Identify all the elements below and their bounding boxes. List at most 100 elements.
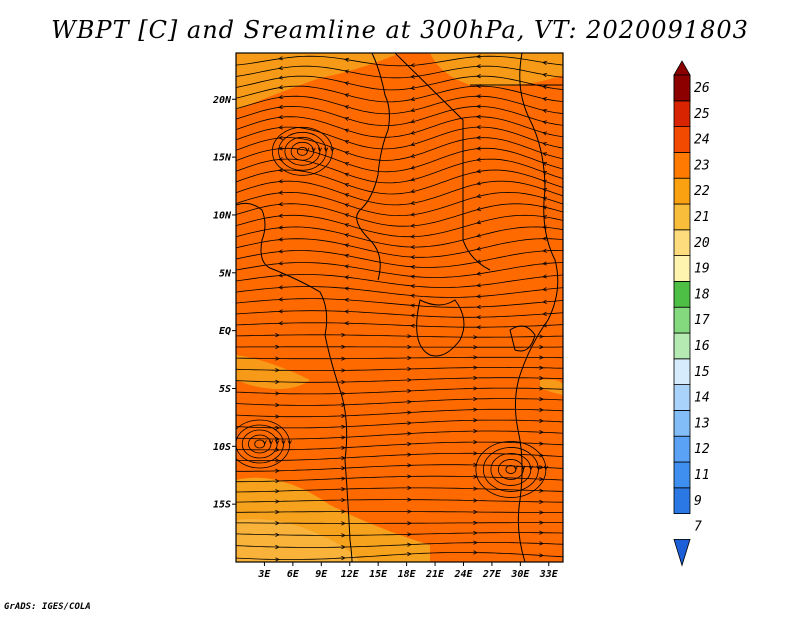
colorbar-label: 14 [694, 391, 710, 406]
streamline-arrow [542, 287, 547, 292]
streamline-arrow [476, 233, 482, 238]
streamline [236, 367, 563, 371]
streamline-arrow [341, 466, 346, 471]
streamline-arrow [473, 365, 478, 370]
streamline-arrow [473, 520, 478, 525]
streamline-arrow [539, 520, 544, 525]
streamline-arrow [542, 236, 547, 241]
streamline [236, 169, 563, 195]
colorbar-swatch [673, 203, 691, 231]
streamline-arrow [278, 94, 283, 100]
streamline-arrow [344, 151, 350, 156]
colorbar-label: 26 [694, 81, 710, 96]
streamline-arrow [476, 146, 481, 151]
streamline-arrow [542, 120, 547, 125]
streamline-arrow [539, 510, 544, 515]
streamline-arrow [539, 476, 544, 482]
streamline-arrow [539, 553, 544, 558]
streamline-arrow [476, 74, 481, 79]
streamline-arrow [407, 442, 412, 447]
streamline-arrow [542, 215, 547, 220]
streamline-arrow [305, 147, 310, 153]
streamline-arrow [476, 294, 481, 299]
streamline [236, 310, 563, 318]
y-tick-label: 10N [213, 210, 232, 221]
streamline [236, 511, 563, 513]
colorbar-label: 23 [694, 158, 710, 173]
streamline [236, 522, 563, 524]
streamline-arrow [539, 345, 544, 350]
streamline-arrow [407, 355, 412, 361]
colorbar-swatch [673, 100, 691, 128]
streamline-arrow [278, 135, 283, 140]
streamline-arrow [476, 206, 482, 211]
streamline-arrow [407, 463, 412, 468]
streamline-arrow [344, 223, 350, 228]
streamline-arrow [476, 193, 481, 198]
streamline-arrow [410, 223, 415, 228]
streamline-arrow [278, 168, 283, 173]
streamline [236, 105, 563, 127]
streamline-arrow [281, 440, 286, 445]
colorbar-label: 15 [694, 365, 710, 380]
streamline-arrow [476, 220, 482, 225]
warm-band-west [236, 355, 310, 389]
colorbar-label: 21 [694, 210, 710, 225]
streamline-arrow [542, 196, 548, 201]
streamline [236, 85, 563, 103]
streamline-arrow [542, 108, 547, 113]
streamline-arrow [407, 410, 412, 415]
streamline-arrow [410, 74, 415, 79]
streamline-arrow [539, 541, 544, 546]
streamline-arrow [344, 243, 349, 248]
streamline [236, 238, 563, 258]
colorbar-label: 18 [694, 287, 710, 302]
streamline-arrow [407, 366, 412, 372]
streamline-arrow [278, 321, 283, 326]
colorbar-label: 11 [694, 468, 710, 483]
streamline-arrow [317, 147, 322, 153]
streamline-arrow [275, 499, 280, 504]
streamline-arrow [539, 418, 544, 423]
streamline-arrow [278, 125, 283, 130]
streamline-arrow [278, 285, 283, 290]
streamline-arrow [407, 485, 412, 490]
streamline-arrow [344, 321, 349, 326]
y-tick-label: 5N [219, 268, 232, 279]
streamline-arrow [275, 368, 280, 373]
streamline-arrow [410, 96, 415, 102]
streamline-arrow [407, 399, 412, 404]
colorbar-swatch [673, 332, 691, 360]
x-tick-label: 30E [510, 569, 530, 580]
streamline-arrow [476, 259, 481, 264]
streamline-arrow [473, 451, 478, 456]
streamline [236, 75, 563, 91]
x-tick-label: 27E [482, 569, 502, 580]
grads-credit: GrADS: IGES/COLA [4, 602, 91, 612]
y-tick-label: 5S [219, 384, 231, 395]
streamline-arrow [275, 425, 280, 430]
x-tick-label: 9E [315, 569, 328, 580]
streamline [236, 55, 563, 67]
streamline-arrow [513, 465, 518, 471]
colorbar-swatch [673, 255, 691, 282]
streamline-arrow [344, 116, 350, 122]
colorbar-swatch [673, 152, 691, 179]
streamline-arrow [344, 105, 350, 110]
streamline-arrow [473, 345, 478, 350]
streamline-arrow [341, 368, 346, 373]
streamline-arrow [542, 311, 547, 316]
streamline-arrow [275, 391, 280, 396]
streamline-arrow [278, 249, 283, 254]
streamline-arrow [539, 334, 544, 339]
x-tick-label: 3E [257, 569, 271, 580]
streamline-arrow [539, 441, 544, 446]
streamline-arrow [542, 274, 547, 279]
streamline-arrow [473, 407, 478, 412]
streamline-arrow [410, 323, 415, 328]
streamline-arrow [543, 465, 548, 471]
colorbar-label: 24 [694, 133, 710, 148]
streamline-arrow [341, 555, 346, 561]
streamline-arrow [410, 303, 415, 308]
